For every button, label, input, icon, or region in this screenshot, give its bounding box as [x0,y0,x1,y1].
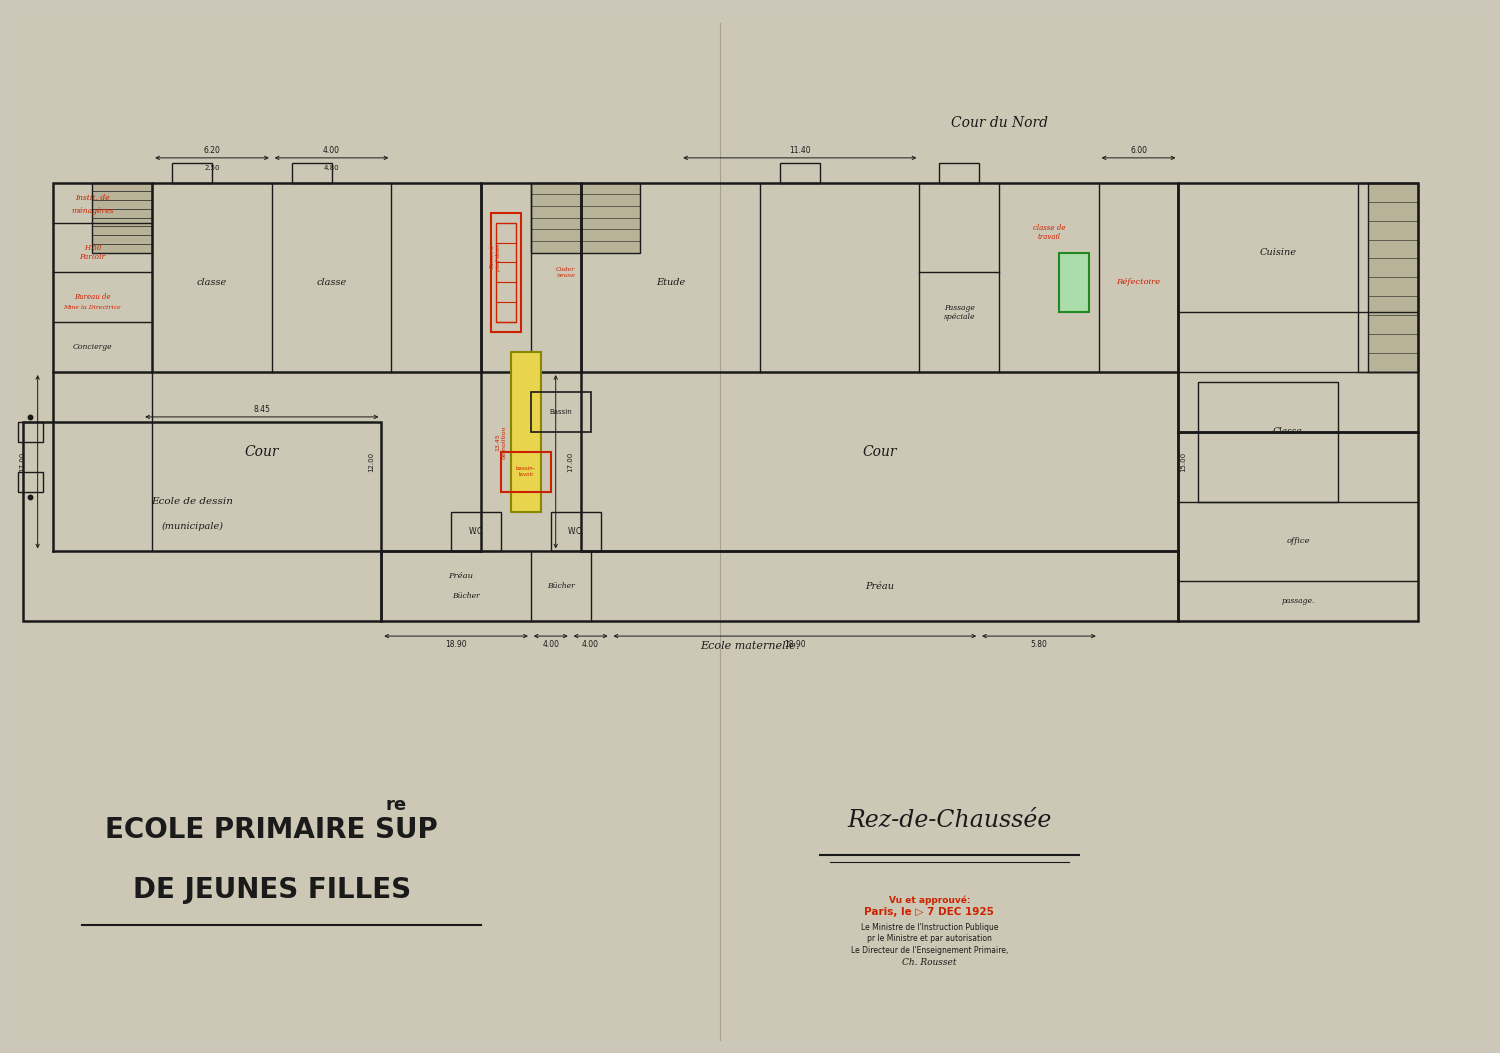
Bar [291,163,332,183]
Bar [496,222,516,322]
Text: Cour du Nord: Cour du Nord [951,116,1047,130]
Bar [939,163,980,183]
Bar [381,552,1179,621]
Text: ménagères: ménagères [70,206,114,215]
Text: 4.00: 4.00 [322,146,340,156]
Bar [482,183,580,372]
Bar [18,466,42,472]
Text: ECOLE PRIMAIRE SUP: ECOLE PRIMAIRE SUP [105,816,438,845]
Text: 8.45: 8.45 [254,405,270,415]
Bar [172,163,211,183]
Text: Réfectoire: Réfectoire [1116,278,1161,286]
Bar [580,183,1179,372]
Text: 4.00: 4.00 [542,639,560,649]
Text: DE JEUNES FILLES: DE JEUNES FILLES [132,876,411,905]
Bar [490,213,520,333]
Bar [1198,382,1338,501]
Text: 15.00: 15.00 [1180,452,1186,472]
Text: Ecole de dessin: Ecole de dessin [152,497,232,506]
Bar [531,183,580,253]
Text: classe de
travail: classe de travail [1032,224,1065,241]
Bar [22,422,381,621]
Bar [512,352,542,512]
Text: Le Directeur de l'Enseignement Primaire,: Le Directeur de l'Enseignement Primaire, [850,947,1008,955]
Text: Passes à
pied doux: Passes à pied doux [490,244,501,271]
Bar [53,183,482,372]
Text: W.C.: W.C. [567,526,584,536]
Text: Instit. de: Instit. de [75,194,109,202]
Text: Paris, le ▷ 7 DEC 1925: Paris, le ▷ 7 DEC 1925 [864,907,994,917]
Text: Ecole maternelle.: Ecole maternelle. [700,641,800,651]
Text: 4.80: 4.80 [324,165,339,171]
Text: Le Ministre de l'Instruction Publique: Le Ministre de l'Instruction Publique [861,922,998,932]
Text: 4.00: 4.00 [582,639,598,649]
Text: Etude: Etude [656,278,686,286]
Text: 18.90: 18.90 [446,639,466,649]
Text: Bücher: Bücher [452,592,480,600]
Text: bassin-
lavoir: bassin- lavoir [516,466,536,477]
Text: passage.: passage. [1281,597,1314,605]
Text: 6.00: 6.00 [1130,146,1148,156]
Text: Mme la Directrice: Mme la Directrice [63,304,122,310]
Text: pr le Ministre et par autorisation: pr le Ministre et par autorisation [867,934,992,943]
Text: Passage
spéciale: Passage spéciale [944,303,975,321]
Bar [1368,183,1417,372]
Text: office: office [1286,537,1310,545]
Text: Concierge: Concierge [72,343,112,351]
Text: Parloir: Parloir [80,254,105,261]
Text: 17.00: 17.00 [20,452,26,472]
Bar [580,183,640,253]
Text: re: re [386,796,406,814]
Text: (municipale): (municipale) [160,522,224,531]
Bar [780,163,819,183]
Text: 17.00: 17.00 [567,452,573,472]
Text: Préau: Préau [448,573,474,580]
Text: 6.20: 6.20 [204,146,220,156]
Text: Coder
neuve: Coder neuve [556,267,576,278]
Bar [1059,253,1089,313]
Bar [501,452,550,492]
Text: Vu et approuvé:: Vu et approuvé: [888,895,971,905]
Text: Ch. Rousset: Ch. Rousset [902,958,957,968]
Bar [18,422,42,442]
Bar [550,512,600,552]
Text: 12.00: 12.00 [369,452,375,472]
Text: Classe: Classe [1274,428,1304,436]
Bar [18,472,42,492]
Text: Cuisine: Cuisine [1260,249,1296,257]
Text: H.50: H.50 [84,243,100,252]
Bar [531,392,591,432]
Text: classe: classe [196,278,226,286]
Text: Rez-de-Chaussée: Rez-de-Chaussée [847,809,1052,832]
Text: Bücher: Bücher [548,582,574,591]
Text: Préau: Préau [865,581,894,591]
Text: 2.50: 2.50 [204,165,219,171]
Bar [1179,183,1418,432]
Text: Cour: Cour [862,444,897,459]
Text: Bassin: Bassin [549,409,572,415]
Bar [452,512,501,552]
Text: W.C: W.C [470,526,483,536]
Text: 18.90: 18.90 [784,639,806,649]
Text: 5.80: 5.80 [1030,639,1047,649]
Bar [1179,432,1418,621]
Bar [93,183,152,253]
Text: classe: classe [316,278,346,286]
Text: 11.40: 11.40 [789,146,810,156]
Text: 13.45
démolition: 13.45 démolition [495,425,507,458]
Bar [1358,183,1418,372]
Text: Cour: Cour [244,444,279,459]
Text: Bureau de: Bureau de [74,294,111,301]
